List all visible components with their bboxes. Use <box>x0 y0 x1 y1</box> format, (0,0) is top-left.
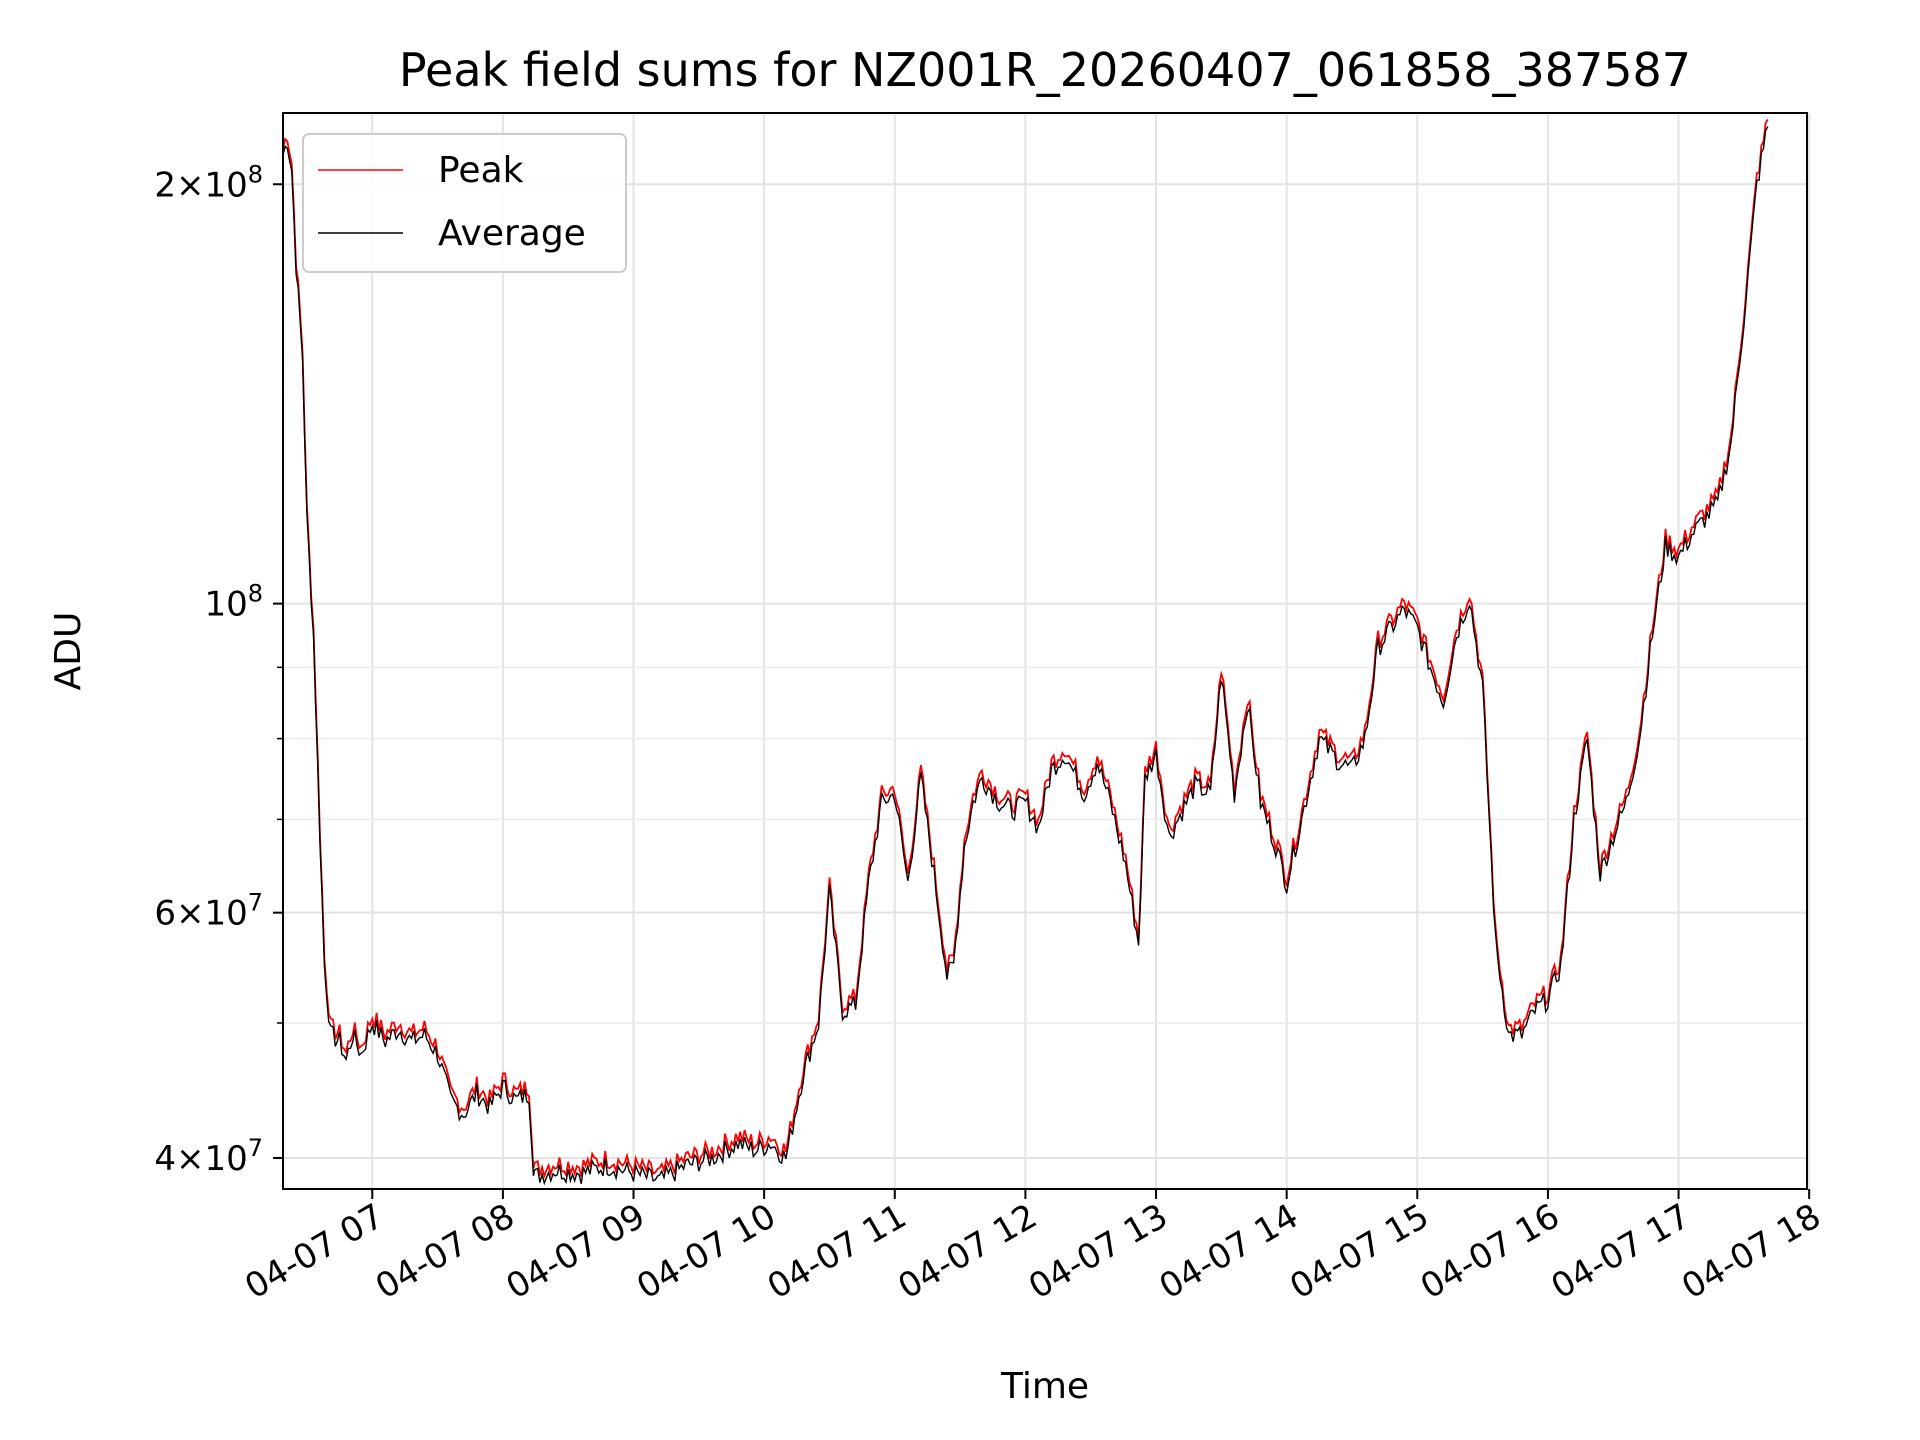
y-tick-label: 2×108 <box>154 160 263 205</box>
series-line-average <box>283 126 1769 1186</box>
y-tick-label: 4×107 <box>154 1134 263 1179</box>
legend-label-average: Average <box>438 213 586 254</box>
legend-label-peak: Peak <box>438 150 524 191</box>
x-axis-label: Time <box>1000 1366 1089 1407</box>
y-tick-label: 108 <box>204 580 263 625</box>
plot-frame <box>282 112 1808 1190</box>
legend: Peak Average <box>302 133 627 273</box>
grid <box>283 113 1811 1189</box>
legend-box <box>302 133 627 273</box>
y-tick-label: 6×107 <box>154 889 263 934</box>
y-axis-ticks: 4×107 6×107 108 2×108 <box>154 160 283 1179</box>
series-lines <box>283 118 1769 1186</box>
chart-title: Peak field sums for NZ001R_20260407_0618… <box>399 43 1691 97</box>
y-axis-label: ADU <box>48 612 89 691</box>
